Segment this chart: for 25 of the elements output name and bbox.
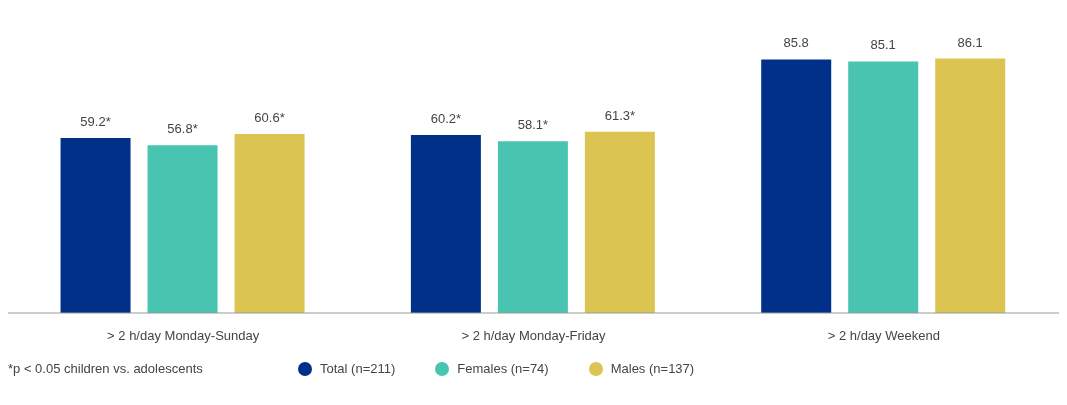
legend-label: Females (n=74) <box>457 361 549 376</box>
data-label: 56.8* <box>167 121 198 137</box>
bar <box>497 141 568 313</box>
data-label: 60.2* <box>430 111 462 127</box>
bar <box>761 59 832 313</box>
x-tick-label: > 2 h/day Monday-Sunday <box>107 328 260 344</box>
legend-label: Males (n=137) <box>610 361 695 376</box>
bar <box>234 133 305 313</box>
bar <box>584 131 655 313</box>
data-label: 61.3* <box>604 107 636 123</box>
x-tick-label: > 2 h/day Monday-Friday <box>461 328 607 344</box>
data-label: 85.1 <box>870 37 896 53</box>
data-label: 60.6* <box>254 109 285 125</box>
bar <box>935 58 1006 313</box>
legend-label: Total (n=211) <box>320 361 396 376</box>
x-tick-label: > 2 h/day Weekend <box>827 328 940 344</box>
bar <box>60 138 131 313</box>
bar <box>848 61 919 313</box>
data-label: 85.8 <box>783 35 809 51</box>
data-label: 86.1 <box>957 34 983 50</box>
data-label: 59.2* <box>80 114 111 130</box>
text: *p < 0.05 children vs. adolescents <box>8 361 203 376</box>
bar <box>147 145 218 313</box>
data-label: 58.1* <box>517 117 549 133</box>
bar <box>410 135 481 313</box>
